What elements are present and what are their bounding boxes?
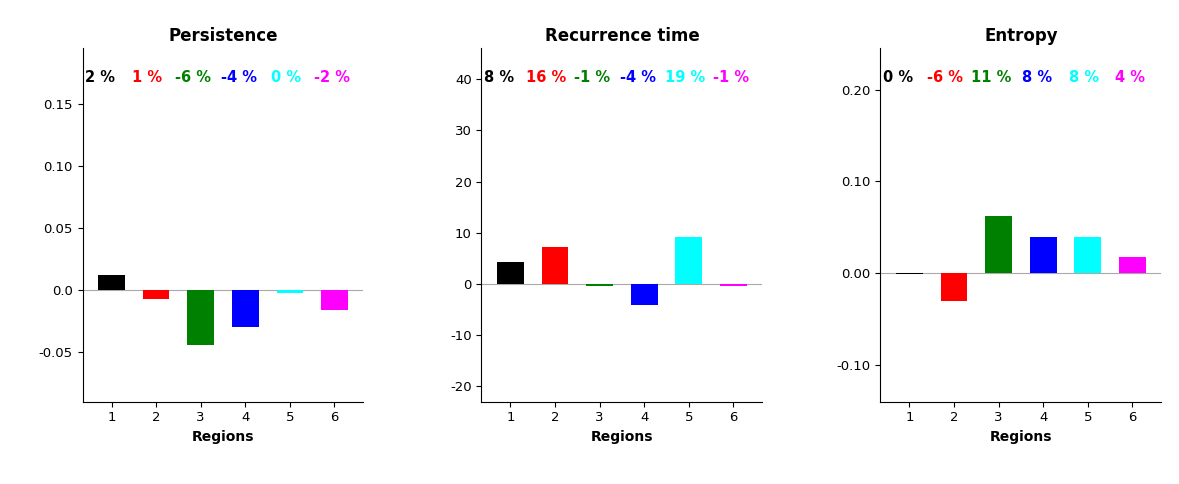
Text: 0 %: 0 % — [271, 70, 301, 85]
Text: 11 %: 11 % — [970, 70, 1012, 85]
Bar — [1029, 237, 1056, 273]
Bar — [321, 290, 348, 310]
Bar — [631, 284, 658, 305]
Title: Persistence: Persistence — [169, 28, 278, 45]
Text: -4 %: -4 % — [222, 70, 257, 85]
Bar — [277, 290, 303, 293]
Text: 4 %: 4 % — [1115, 70, 1145, 85]
Text: -6 %: -6 % — [927, 70, 962, 85]
Text: -6 %: -6 % — [176, 70, 211, 85]
Title: Recurrence time: Recurrence time — [545, 28, 699, 45]
Text: 0 %: 0 % — [883, 70, 914, 85]
Text: -4 %: -4 % — [620, 70, 657, 85]
Text: 2 %: 2 % — [85, 70, 116, 85]
Bar — [541, 247, 568, 284]
X-axis label: Regions: Regions — [591, 430, 653, 444]
Text: -1 %: -1 % — [574, 70, 610, 85]
Bar — [586, 284, 613, 286]
Text: 1 %: 1 % — [132, 70, 162, 85]
Text: 16 %: 16 % — [526, 70, 566, 85]
Bar — [1119, 257, 1146, 273]
Bar — [98, 275, 125, 290]
Text: -2 %: -2 % — [315, 70, 350, 85]
Text: 8 %: 8 % — [485, 70, 514, 85]
Bar — [676, 237, 703, 284]
Text: 8 %: 8 % — [1068, 70, 1099, 85]
Bar — [232, 290, 258, 327]
Bar — [498, 262, 523, 284]
X-axis label: Regions: Regions — [989, 430, 1052, 444]
Text: -1 %: -1 % — [713, 70, 749, 85]
Bar — [986, 216, 1012, 273]
Bar — [143, 290, 170, 299]
Bar — [187, 290, 215, 345]
Bar — [941, 273, 967, 301]
X-axis label: Regions: Regions — [192, 430, 255, 444]
Text: 19 %: 19 % — [665, 70, 705, 85]
Bar — [1074, 237, 1101, 273]
Bar — [720, 284, 746, 286]
Text: 8 %: 8 % — [1022, 70, 1053, 85]
Title: Entropy: Entropy — [984, 28, 1058, 45]
Bar — [896, 273, 923, 274]
